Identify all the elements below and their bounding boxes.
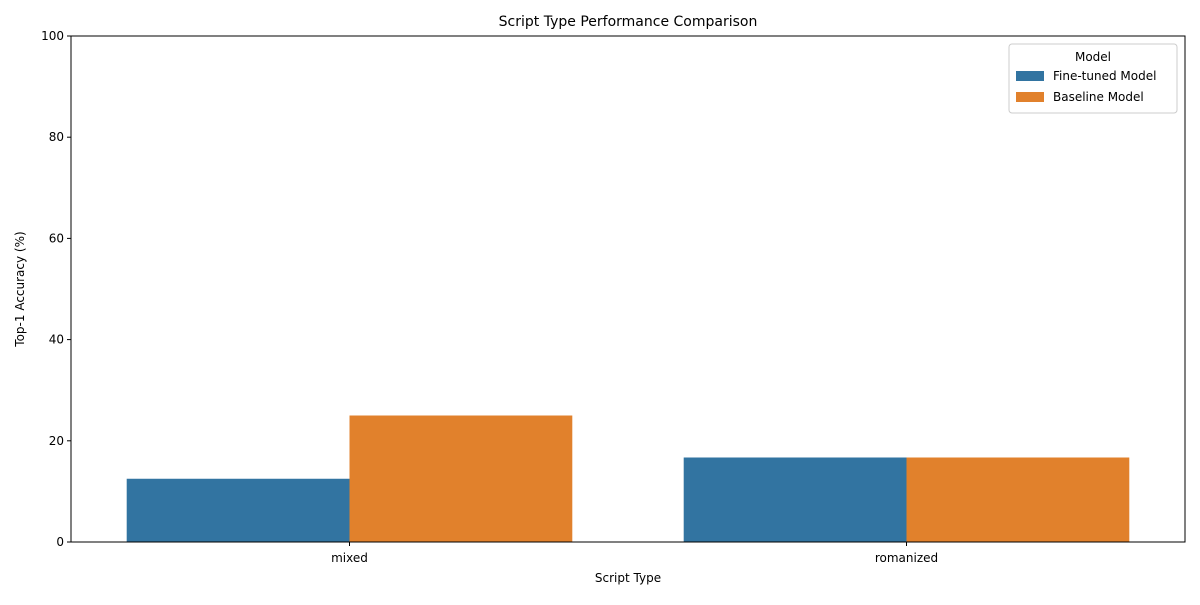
legend-box <box>1008 43 1178 114</box>
legend-label: Fine-tuned Model <box>1053 69 1156 83</box>
x-axis: mixed romanized <box>331 542 938 565</box>
y-tick-label: 40 <box>49 333 64 347</box>
legend-label: Baseline Model <box>1053 90 1144 104</box>
plot-frame <box>70 35 1186 543</box>
bar-baseline-romanized <box>906 457 1130 542</box>
bars <box>126 415 1130 542</box>
legend: Model Fine-tuned Model Baseline Model <box>1008 43 1178 114</box>
y-tick-label: 20 <box>49 434 64 448</box>
y-tick-label: 0 <box>56 535 64 549</box>
bar-fine-tuned-romanized <box>683 457 907 542</box>
x-tick-label: romanized <box>875 551 938 565</box>
x-axis-label: Script Type <box>595 571 661 585</box>
x-tick-label: mixed <box>331 551 368 565</box>
legend-items: Fine-tuned Model Baseline Model <box>1016 69 1156 104</box>
y-axis: 0 20 40 60 80 100 <box>41 29 71 549</box>
bar-fine-tuned-mixed <box>126 478 350 542</box>
legend-swatch <box>1016 92 1044 102</box>
y-tick-label: 80 <box>49 130 64 144</box>
chart-title: Script Type Performance Comparison <box>499 14 758 30</box>
legend-title: Model <box>1075 50 1111 64</box>
bar-baseline-mixed <box>349 415 573 542</box>
legend-swatch <box>1016 71 1044 81</box>
y-tick-label: 60 <box>49 231 64 245</box>
y-tick-label: 100 <box>41 29 64 43</box>
y-axis-label: Top-1 Accuracy (%) <box>13 231 27 347</box>
